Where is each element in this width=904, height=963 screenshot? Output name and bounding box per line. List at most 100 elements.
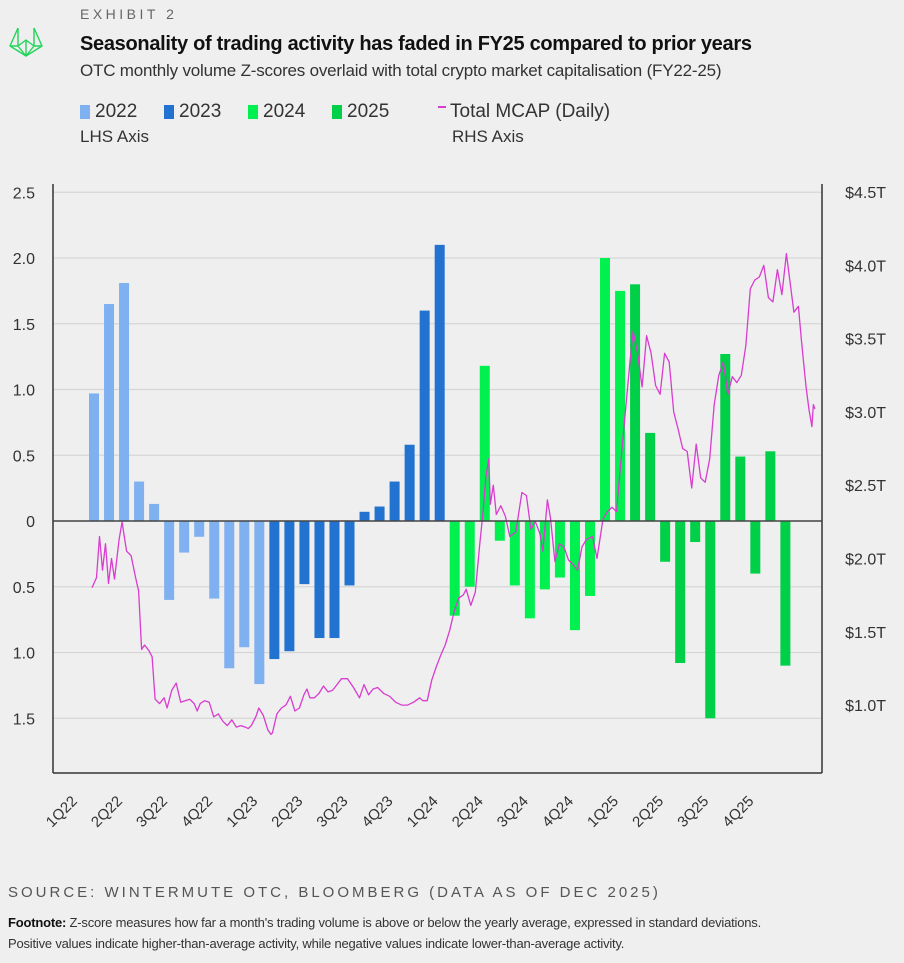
bar-2023 [419,310,430,521]
bar-2023 [389,481,400,521]
legend-label: 2025 [347,101,390,122]
legend-item-2025: 2025 [332,101,389,123]
x-tick-label: 4Q25 [719,793,757,831]
y-tick-label: 1.0 [13,383,35,400]
lhs-axis-note: LHS Axis [80,127,149,146]
y2-tick-label: $2.0T [845,552,886,569]
legend-line-mcap [438,106,446,108]
x-tick-label: 2Q24 [449,793,487,831]
legend-item-2023: 2023 [164,101,221,123]
bars [89,244,791,719]
rhs-axis-note: RHS Axis [452,127,524,146]
x-tick-label: 1Q22 [43,793,81,831]
bar-2025 [735,456,746,521]
legend-label: 2022 [95,101,138,122]
x-tick-label: 1Q24 [404,793,442,831]
chart-subtitle: OTC monthly volume Z-scores overlaid wit… [80,61,722,80]
bar-2023 [329,521,340,639]
bar-2023 [359,511,370,521]
bar-2023 [284,521,295,652]
x-tick-label: 4Q24 [539,793,577,831]
bar-2024 [600,258,611,521]
y2-tick-label: $1.0T [845,698,886,715]
chart-area: 2.5 2.0 1.5 1.0 0.5 0 0.5 1.0 1.5 $4.5T $4.0T $3.5… [13,184,886,831]
bar-2023 [374,506,385,521]
bar-2022 [134,481,145,521]
bar-2024 [539,521,550,590]
x-tick-label: 3Q25 [674,793,712,831]
bar-2024 [494,521,505,541]
bar-2025 [660,521,671,562]
bar-2024 [524,521,535,619]
y2-tick-label: $2.5T [845,478,886,495]
bar-2024 [509,521,520,586]
legend-item-2022: 2022 [80,101,137,123]
legend-item-2024: 2024 [248,101,305,123]
bar-2022 [164,521,175,600]
bar-2025 [645,432,656,521]
footnote-label: Footnote: [8,915,67,930]
y-tick-label: 1.5 [13,711,35,728]
y2-tick-label: $3.0T [845,405,886,422]
legend-item-mcap: Total MCAP (Daily) [438,101,610,123]
bar-2024 [615,290,626,521]
legend-label: 2023 [179,101,222,122]
y2-tick-label: $4.5T [845,185,886,202]
footnote-text: Z-score measures how far a month's tradi… [66,915,762,930]
legend-swatch-2022 [80,105,90,119]
x-tick-label: 1Q25 [584,793,622,831]
bar-2022 [254,521,265,685]
right-axis-ticks: $4.5T $4.0T $3.5T $3.0T $2.5T $2.0T $1.5T $1.0T [845,185,886,715]
footnote-text-2: Positive values indicate higher-than-ave… [8,936,625,951]
x-tick-label: 4Q22 [178,793,216,831]
axes [52,184,823,774]
legend-swatch-2024 [248,105,258,119]
source-note: SOURCE: WINTERMUTE OTC, BLOOMBERG (DATA … [8,884,661,901]
chart-title: Seasonality of trading activity has fade… [80,33,752,55]
bar-2023 [299,521,310,585]
x-tick-label: 3Q22 [133,793,171,831]
bar-2023 [314,521,325,639]
bar-2023 [434,244,445,521]
bar-2022 [179,521,190,553]
bar-2023 [404,444,415,521]
bar-2024 [479,365,490,521]
y-tick-label: 2.0 [13,251,35,268]
y-tick-label: 0.5 [13,448,35,465]
x-tick-label: 3Q23 [313,793,351,831]
footnote: Footnote: Z-score measures how far a mon… [8,912,898,954]
y-tick-label: 0.5 [13,580,35,597]
left-axis-ticks: 2.5 2.0 1.5 1.0 0.5 0 0.5 1.0 1.5 [13,185,35,728]
y-tick-label: 1.0 [13,646,35,663]
y-tick-label: 2.5 [13,185,35,202]
bar-2022 [104,304,115,521]
mcap-line [91,252,816,736]
bar-2022 [149,503,160,521]
x-tick-label: 2Q23 [268,793,306,831]
bar-2022 [194,521,205,537]
bar-2022 [119,282,130,521]
legend-swatch-2023 [164,105,174,119]
mcap-line-group [91,252,816,736]
legend-label: Total MCAP (Daily) [450,101,611,122]
bar-2025 [720,353,731,521]
bar-2025 [780,521,791,666]
bar-2023 [344,521,355,586]
x-tick-label: 1Q23 [223,793,261,831]
y-tick-label: 1.5 [13,317,35,334]
x-tick-label: 2Q22 [88,793,126,831]
wintermute-logo-icon [9,27,43,57]
bar-2025 [750,521,761,574]
bar-2024 [464,521,475,587]
bar-2024 [554,521,565,578]
x-tick-label: 3Q24 [494,793,532,831]
bar-2024 [584,521,595,596]
bar-2025 [765,451,776,521]
legend-label: 2024 [263,101,306,122]
bar-2022 [209,521,220,599]
legend-swatch-2025 [332,105,342,119]
bar-2024 [449,521,460,616]
y2-tick-label: $4.0T [845,258,886,275]
y2-tick-label: $1.5T [845,625,886,642]
bar-2022 [89,393,99,521]
